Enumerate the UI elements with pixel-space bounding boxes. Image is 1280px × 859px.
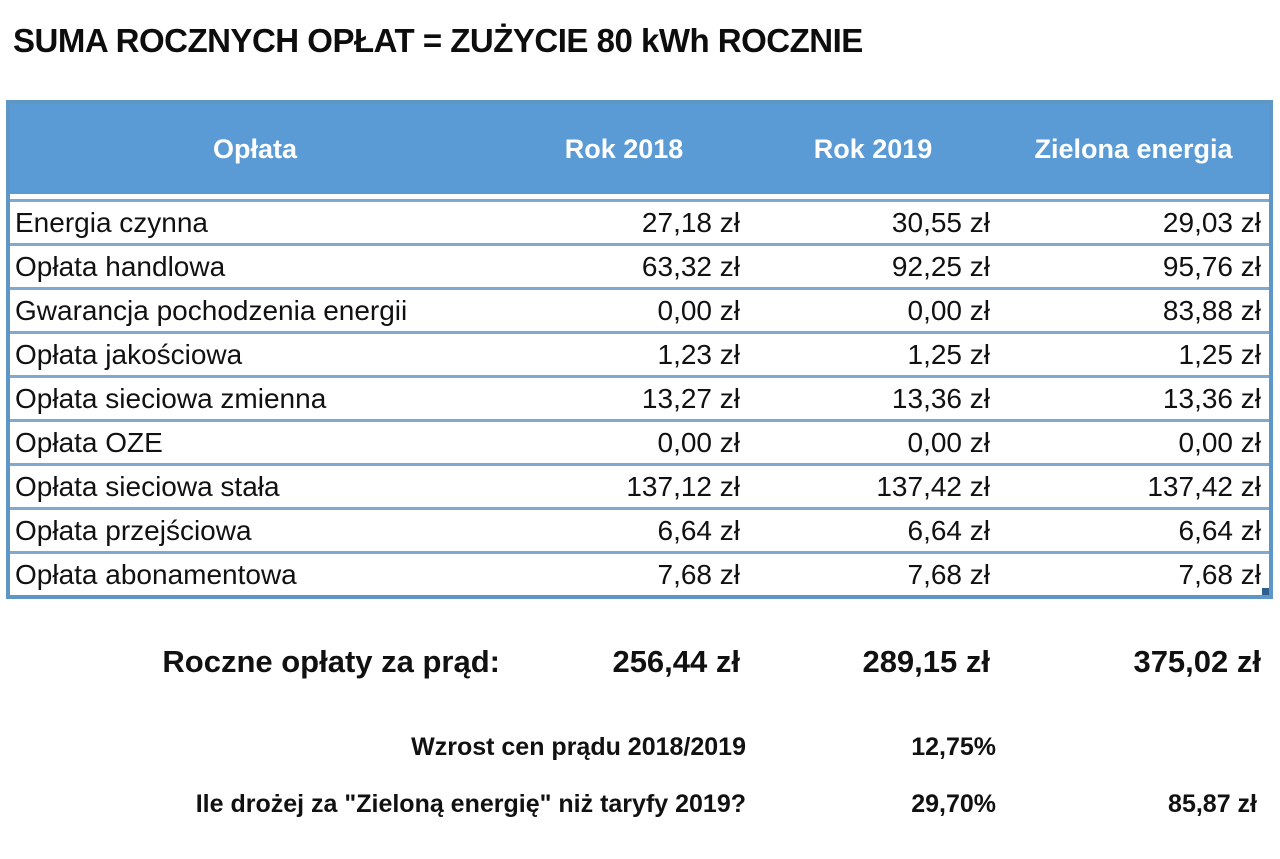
cell-rok-2019: 0,00 zł xyxy=(907,294,991,326)
row-label: Opłata sieciowa stała xyxy=(15,470,280,502)
column-header-oplata: Opłata xyxy=(212,133,298,164)
table-row: Gwarancja pochodzenia energii 0,00 zł 0,… xyxy=(10,287,1269,331)
table-row: Energia czynna 27,18 zł 30,55 zł 29,03 z… xyxy=(10,199,1269,243)
cell-rok-2018: 0,00 zł xyxy=(657,426,741,458)
cell-zielona-energia: 137,42 zł xyxy=(1147,470,1261,502)
table-row: Opłata sieciowa stała 137,12 zł 137,42 z… xyxy=(10,463,1269,507)
table-row: Opłata sieciowa zmienna 13,27 zł 13,36 z… xyxy=(10,375,1269,419)
selection-fill-handle[interactable] xyxy=(1260,586,1269,595)
totals-label: Roczne opłaty za prąd: xyxy=(162,644,500,679)
table-header-row: Opłata Rok 2018 Rok 2019 Zielona energia xyxy=(10,104,1269,194)
cell-rok-2019: 1,25 zł xyxy=(907,338,991,370)
green-premium-row: Ile drożej za "Zieloną energię" niż tary… xyxy=(10,790,1269,819)
green-premium-amount: 85,87 zł xyxy=(1168,790,1257,818)
page-title: SUMA ROCZNYCH OPŁAT = ZUŻYCIE 80 kWh ROC… xyxy=(13,22,863,59)
cell-zielona-energia: 1,25 zł xyxy=(1178,338,1262,370)
price-increase-row: Wzrost cen prądu 2018/2019 12,75% xyxy=(10,733,1269,762)
cell-rok-2018: 1,23 zł xyxy=(657,338,741,370)
cell-rok-2018: 13,27 zł xyxy=(641,382,740,414)
cell-rok-2019: 30,55 zł xyxy=(891,206,990,238)
cell-rok-2019: 137,42 zł xyxy=(876,470,990,502)
row-label: Gwarancja pochodzenia energii xyxy=(15,294,408,326)
totals-row: Roczne opłaty za prąd: 256,44 zł 289,15 … xyxy=(10,644,1269,680)
cell-zielona-energia: 7,68 zł xyxy=(1178,558,1262,590)
price-increase-percent: 12,75% xyxy=(911,733,996,761)
total-rok-2018: 256,44 zł xyxy=(612,644,740,679)
row-label: Opłata handlowa xyxy=(15,250,226,282)
cell-rok-2018: 6,64 zł xyxy=(657,514,741,546)
cell-rok-2018: 63,32 zł xyxy=(641,250,740,282)
table-row: Opłata abonamentowa 7,68 zł 7,68 zł 7,68… xyxy=(10,551,1269,595)
row-label: Opłata sieciowa zmienna xyxy=(15,382,327,414)
cell-rok-2019: 6,64 zł xyxy=(907,514,991,546)
cell-rok-2019: 92,25 zł xyxy=(891,250,990,282)
fees-table: Opłata Rok 2018 Rok 2019 Zielona energia… xyxy=(6,100,1273,599)
cell-zielona-energia: 95,76 zł xyxy=(1162,250,1261,282)
column-header-zielona-energia: Zielona energia xyxy=(1034,133,1233,164)
header-gap xyxy=(10,194,1269,199)
table-row: Opłata OZE 0,00 zł 0,00 zł 0,00 zł xyxy=(10,419,1269,463)
row-label: Energia czynna xyxy=(15,206,209,238)
cell-rok-2018: 137,12 zł xyxy=(626,470,740,502)
table-row: Opłata handlowa 63,32 zł 92,25 zł 95,76 … xyxy=(10,243,1269,287)
total-rok-2019: 289,15 zł xyxy=(862,644,990,679)
cell-zielona-energia: 13,36 zł xyxy=(1162,382,1261,414)
column-header-rok-2019: Rok 2019 xyxy=(813,133,933,164)
cell-rok-2019: 7,68 zł xyxy=(907,558,991,590)
cell-rok-2018: 7,68 zł xyxy=(657,558,741,590)
table-row: Opłata przejściowa 6,64 zł 6,64 zł 6,64 … xyxy=(10,507,1269,551)
row-label: Opłata przejściowa xyxy=(15,514,252,546)
cell-rok-2018: 27,18 zł xyxy=(641,206,740,238)
row-label: Opłata abonamentowa xyxy=(15,558,297,590)
green-premium-percent: 29,70% xyxy=(911,790,996,818)
cell-rok-2019: 0,00 zł xyxy=(907,426,991,458)
price-increase-label: Wzrost cen prądu 2018/2019 xyxy=(411,733,746,761)
cell-zielona-energia: 29,03 zł xyxy=(1162,206,1261,238)
cell-zielona-energia: 6,64 zł xyxy=(1178,514,1262,546)
total-zielona-energia: 375,02 zł xyxy=(1133,644,1261,679)
cell-zielona-energia: 0,00 zł xyxy=(1178,426,1262,458)
cell-rok-2018: 0,00 zł xyxy=(657,294,741,326)
cell-rok-2019: 13,36 zł xyxy=(891,382,990,414)
row-label: Opłata jakościowa xyxy=(15,338,243,370)
cell-zielona-energia: 83,88 zł xyxy=(1162,294,1261,326)
table-row: Opłata jakościowa 1,23 zł 1,25 zł 1,25 z… xyxy=(10,331,1269,375)
green-premium-label: Ile drożej za "Zieloną energię" niż tary… xyxy=(195,790,746,818)
row-label: Opłata OZE xyxy=(15,426,163,458)
column-header-rok-2018: Rok 2018 xyxy=(564,133,684,164)
